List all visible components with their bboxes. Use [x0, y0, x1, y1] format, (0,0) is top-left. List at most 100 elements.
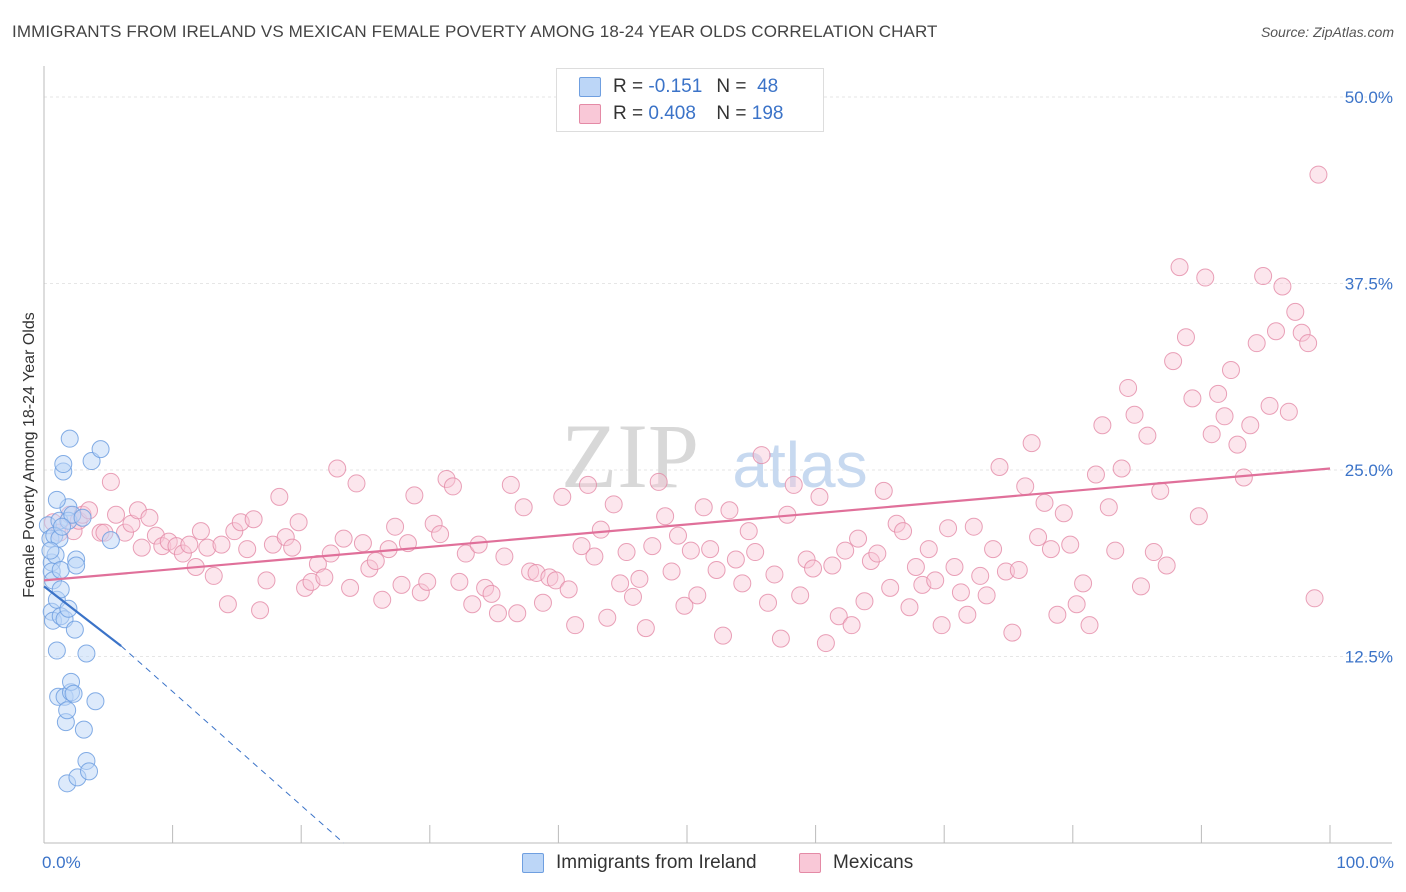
mexicans-point: [996, 562, 1015, 581]
mexicans-point: [1273, 277, 1292, 296]
mexicans-point: [431, 525, 450, 544]
mexicans-point: [1029, 528, 1048, 547]
mexicans-point: [405, 486, 424, 505]
ireland-points: [38, 429, 120, 793]
mexicans-point: [225, 522, 244, 541]
mexicans-point: [1266, 322, 1285, 341]
legend-swatch-pink: [799, 853, 821, 873]
mexicans-point: [276, 528, 295, 547]
mexicans-point: [919, 540, 938, 559]
mexicans-point: [1164, 352, 1183, 371]
ireland-point: [60, 429, 79, 448]
mexicans-point: [116, 523, 135, 542]
legend-r-value: -0.151: [648, 76, 703, 97]
y-tick-label: 37.5%: [1345, 275, 1393, 294]
legend-item-ireland[interactable]: Immigrants from Ireland: [522, 852, 757, 874]
mexicans-point: [694, 498, 713, 517]
mexicans-point: [411, 583, 430, 602]
mexicans-point: [1157, 556, 1176, 575]
mexicans-point: [739, 522, 758, 541]
x-tick-label-min: 0.0%: [42, 853, 81, 872]
mexicans-point: [173, 544, 192, 563]
mexicans-point: [643, 537, 662, 556]
mexicans-point: [701, 540, 720, 559]
mexicans-point: [1054, 504, 1073, 523]
mexicans-point: [283, 538, 302, 557]
mexicans-point: [765, 565, 784, 584]
mexicans-point: [855, 592, 874, 611]
mexicans-point: [1144, 543, 1163, 562]
mexicans-point: [585, 547, 604, 566]
ireland-point: [101, 531, 120, 550]
mexicans-point: [656, 507, 675, 526]
mexicans-point: [1241, 416, 1260, 435]
mexicans-point: [198, 538, 217, 557]
legend-n-value: 198: [751, 103, 784, 124]
mexicans-point: [1151, 481, 1170, 500]
mexicans-trend-line: [43, 467, 1331, 582]
legend-label-mexicans: Mexicans: [833, 852, 914, 873]
mexicans-point: [1254, 267, 1273, 286]
ireland-trend-line: [43, 585, 122, 647]
mexicans-point: [816, 634, 835, 653]
mexicans-point: [836, 541, 855, 560]
mexicans-point: [688, 586, 707, 605]
series-legend: Immigrants from Ireland Mexicans: [0, 852, 1406, 876]
mexicans-point: [315, 568, 334, 587]
mexicans-point: [501, 475, 520, 494]
mexicans-point: [341, 578, 360, 597]
mexicans-point: [334, 529, 353, 548]
mexicans-point: [894, 522, 913, 541]
mexicans-point: [1074, 574, 1093, 593]
mexicans-point: [784, 475, 803, 494]
y-tick-label: 12.5%: [1345, 648, 1393, 667]
legend-row-ireland: R = -0.151 N = 48: [579, 76, 778, 98]
y-tick-label: 50.0%: [1345, 88, 1393, 107]
ireland-point: [51, 560, 70, 579]
ireland-point: [51, 580, 70, 599]
mexicans-point: [1048, 605, 1067, 624]
mexicans-point: [1009, 560, 1028, 579]
legend-item-mexicans[interactable]: Mexicans: [799, 852, 913, 874]
mexicans-point: [533, 593, 552, 612]
mexicans-point: [488, 604, 507, 623]
mexicans-point: [1183, 389, 1202, 408]
mexicans-point: [804, 559, 823, 578]
mexicans-point: [1016, 477, 1035, 496]
mexicans-point: [418, 572, 437, 591]
mexicans-point: [598, 608, 617, 627]
mexicans-point: [238, 540, 257, 559]
mexicans-point: [1003, 623, 1022, 642]
mexicans-point: [521, 562, 540, 581]
mexicans-point: [514, 498, 533, 517]
legend-n-label: N =: [716, 103, 747, 124]
ireland-point: [73, 508, 92, 527]
mexicans-point: [623, 587, 642, 606]
mexicans-point: [984, 540, 1003, 559]
mexicans-point: [424, 514, 443, 533]
chart-title: IMMIGRANTS FROM IRELAND VS MEXICAN FEMAL…: [12, 22, 938, 41]
mexicans-point: [900, 598, 919, 617]
mexicans-point: [868, 544, 887, 563]
mexicans-point: [289, 513, 308, 532]
ireland-trend-extension: [120, 645, 344, 844]
mexicans-point: [251, 601, 270, 620]
mexicans-point: [1080, 616, 1099, 635]
mexicans-point: [971, 566, 990, 585]
mexicans-point: [1099, 498, 1118, 517]
mexicans-point: [932, 616, 951, 635]
mexicans-point: [101, 472, 120, 491]
mexicans-point: [1035, 493, 1054, 512]
mexicans-point: [373, 590, 392, 609]
mexicans-point: [244, 510, 263, 529]
legend-r-label: R =: [613, 76, 644, 97]
mexicans-point: [630, 569, 649, 588]
ireland-point: [58, 701, 77, 720]
mexicans-point: [204, 566, 223, 585]
mexicans-point: [964, 517, 983, 536]
legend-n-label: N =: [716, 76, 747, 97]
mexicans-point: [392, 575, 411, 594]
mexicans-point: [668, 526, 687, 545]
mexicans-point: [353, 534, 372, 553]
